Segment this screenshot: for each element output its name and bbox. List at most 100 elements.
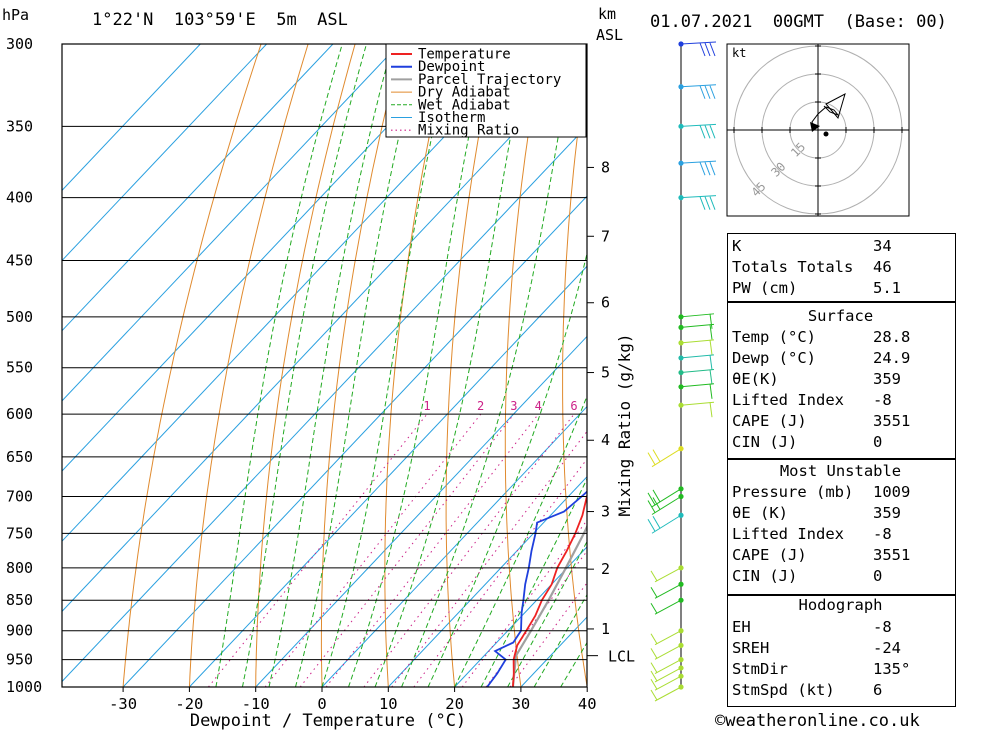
mixing-ratio-line [363,413,575,687]
index-label: SREH [732,639,770,657]
dry-adiabat-line [562,60,587,687]
surface-table: Temp (°C) 28.8 Dewp (°C) 24.9 θE(K) 359 Lifted… [728,327,955,453]
isotherm-line [62,125,587,683]
pressure-tick-label: 500 [6,308,33,326]
mixing-ratio-label: 16 [659,399,673,413]
index-value: 359 [873,370,901,388]
wind-barb [678,383,715,399]
wind-barb-flag [709,85,716,99]
wind-barb [678,313,715,329]
wet-adiabat-line [427,251,587,687]
dry-adiabat-line [384,44,450,687]
wind-barb-flag [650,678,658,690]
index-row: PW (cm) 5.1 [728,278,955,299]
wet-adiabat-line [295,44,422,687]
index-label: Pressure (mb) [732,483,854,501]
index-label: CAPE (J) [732,546,807,564]
wind-barb [678,369,715,385]
index-label: EH [732,618,751,636]
index-value: 359 [873,504,901,522]
wind-barb-flag [650,648,658,659]
mixing-ratio-label: 4 [535,399,542,413]
wind-barb-flag [650,670,658,682]
index-label: CIN (J) [732,567,798,585]
legend-entry: Parcel Trajectory [418,72,561,88]
dry-adiabat-line [672,44,720,687]
wind-barb-flag [699,125,706,139]
wind-barb-flag [652,449,661,462]
most-unstable-title: Most Unstable [779,462,902,480]
isotherm-line [122,195,587,687]
mixing-ratio-line [299,413,515,687]
index-label: StmDir [732,660,788,678]
mixing-ratio-line [413,458,587,687]
wind-barb-flag [709,402,713,418]
isotherm-line [321,405,587,687]
hodograph-unit-label: kt [732,46,746,60]
wind-barb-flag [650,633,658,644]
index-value: 46 [873,258,892,276]
pressure-tick-label: 800 [6,559,33,577]
legend-entry: Isotherm [418,110,485,126]
wind-barb [650,565,684,583]
wind-barb-flag [704,42,711,57]
wind-barb [678,41,717,57]
pressure-tick-label: 350 [6,117,33,135]
hodograph-arrow [810,122,820,132]
wind-barb-shaft [680,323,715,328]
surface-title: Surface [807,307,874,325]
dry-adiabat-line [255,44,356,687]
wind-barb-flag [652,516,661,529]
temperature-tick-label: 20 [445,695,464,713]
legend-entry: Dry Adiabat [418,85,511,101]
index-value: 135° [873,660,911,678]
index-row: Totals Totals 46 [728,257,955,278]
hodograph-box [727,595,956,707]
wind-barb-shaft [654,686,682,702]
index-value: 0 [873,433,883,451]
wind-barb [647,446,684,468]
wind-barb-flag [699,42,706,57]
index-row: SREH -24 [728,638,955,659]
wind-barb-shaft [654,599,682,615]
isotherm-line [454,546,587,687]
wind-barb-flag [709,161,716,176]
datetime-title: 01.07.2021 00GMT (Base: 00) [650,12,947,32]
wind-barb [678,323,715,340]
index-row: Pressure (mb) 1009 [728,482,955,503]
wind-barb [650,642,684,660]
index-label: Lifted Index [732,391,844,409]
index-label: Dewp (°C) [732,349,816,367]
asl-label: ASL [596,26,624,44]
hodograph-storm-motion [825,93,846,120]
wind-barb [647,512,684,534]
pressure-tick-label: 300 [6,35,33,53]
wind-barb [678,160,717,176]
wind-barb-flag [709,369,713,385]
index-label: CIN (J) [732,433,798,451]
mixing-ratio-line [391,430,587,687]
wind-barb-flag [647,519,656,532]
parcel-trajectory-line [511,524,587,687]
index-value: 3551 [873,546,911,564]
wind-barb-shaft [654,567,682,583]
wind-barb [650,657,684,675]
wet-adiabat-line [454,394,587,687]
index-value: 0 [873,567,883,585]
wind-barb [678,195,717,210]
wind-barb [678,401,715,418]
wind-barb-flag [699,85,706,99]
wind-barb-shaft [680,160,717,164]
wind-barb-shaft [654,644,682,660]
wind-barb-shaft [651,496,682,515]
wind-barb-shaft [680,84,717,88]
dry-adiabat-line [966,44,1000,687]
wind-barb [650,581,684,599]
wet-adiabat-line [241,44,367,687]
wet-adiabat-line [533,593,587,687]
index-value: 3551 [873,412,911,430]
wind-barb [678,339,715,355]
plot-frame [61,43,588,688]
